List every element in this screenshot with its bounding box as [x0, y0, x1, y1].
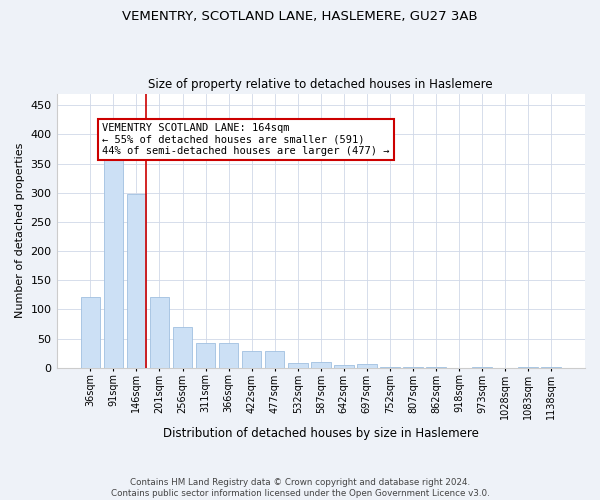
- Bar: [357, 364, 377, 368]
- Bar: [472, 367, 492, 368]
- Bar: [242, 352, 262, 368]
- X-axis label: Distribution of detached houses by size in Haslemere: Distribution of detached houses by size …: [163, 427, 479, 440]
- Title: Size of property relative to detached houses in Haslemere: Size of property relative to detached ho…: [148, 78, 493, 91]
- Text: Contains HM Land Registry data © Crown copyright and database right 2024.
Contai: Contains HM Land Registry data © Crown c…: [110, 478, 490, 498]
- Bar: [426, 367, 446, 368]
- Bar: [311, 362, 331, 368]
- Y-axis label: Number of detached properties: Number of detached properties: [15, 143, 25, 318]
- Bar: [149, 296, 169, 368]
- Bar: [380, 367, 400, 368]
- Bar: [219, 343, 238, 367]
- Bar: [80, 296, 100, 368]
- Bar: [518, 367, 538, 368]
- Bar: [541, 367, 561, 368]
- Bar: [288, 363, 308, 368]
- Text: VEMENTRY, SCOTLAND LANE, HASLEMERE, GU27 3AB: VEMENTRY, SCOTLAND LANE, HASLEMERE, GU27…: [122, 10, 478, 23]
- Bar: [173, 327, 193, 368]
- Bar: [265, 352, 284, 368]
- Bar: [403, 367, 423, 368]
- Bar: [196, 342, 215, 367]
- Bar: [127, 194, 146, 368]
- Bar: [104, 152, 123, 368]
- Text: VEMENTRY SCOTLAND LANE: 164sqm
← 55% of detached houses are smaller (591)
44% of: VEMENTRY SCOTLAND LANE: 164sqm ← 55% of …: [102, 122, 389, 156]
- Bar: [334, 366, 353, 368]
